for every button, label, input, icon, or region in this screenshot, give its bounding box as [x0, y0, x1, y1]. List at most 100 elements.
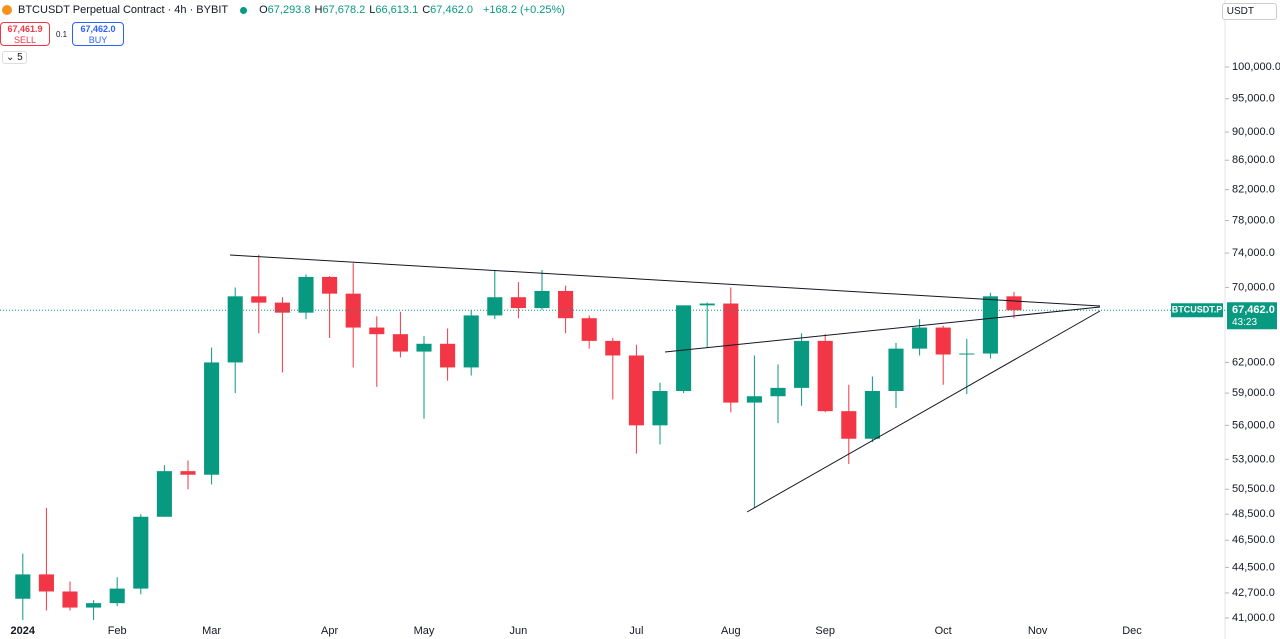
candle-body [109, 588, 125, 604]
candle-body [912, 327, 928, 349]
x-tick-label: Aug [721, 625, 741, 637]
trendline [746, 310, 1101, 513]
candle-body [1006, 296, 1022, 311]
ohlc-key: H [314, 4, 323, 16]
y-tick-label: 50,500.0 [1232, 483, 1275, 495]
candle-body [581, 318, 597, 341]
candle-body [699, 303, 715, 306]
buy-price: 67,462.0 [80, 24, 116, 34]
y-tick-label: 44,500.0 [1232, 561, 1275, 573]
trendline [664, 306, 1101, 353]
candle-body [440, 343, 456, 368]
y-tick-label: 48,500.0 [1232, 508, 1275, 520]
candle-body [723, 303, 739, 403]
candles [15, 254, 1022, 620]
status-dot [240, 6, 248, 14]
candle-body [487, 297, 503, 316]
candle-body [15, 574, 31, 599]
candle-body [770, 387, 786, 397]
y-tick-label: 78,000.0 [1232, 214, 1275, 226]
coin-icon [2, 5, 12, 15]
ohlc-key: O [259, 4, 268, 16]
countdown: 43:23 [1232, 317, 1257, 328]
candle-body [982, 296, 998, 354]
candle-body [180, 471, 196, 475]
candle-body [864, 391, 880, 439]
y-tick-label: 53,000.0 [1232, 453, 1275, 465]
x-tick-label: Oct [935, 625, 952, 637]
y-tick-label: 90,000.0 [1232, 126, 1275, 138]
candle-body [935, 327, 951, 355]
candle-body [251, 296, 267, 303]
x-tick-label: Apr [321, 625, 338, 637]
x-tick-label: 2024 [11, 625, 36, 637]
candle-body [534, 290, 550, 309]
y-tick-label: 46,500.0 [1232, 534, 1275, 546]
ohlc-key: L [369, 4, 376, 16]
candle-body [156, 471, 172, 517]
candle-body [38, 574, 54, 592]
y-tick-label: 100,000.0 [1232, 61, 1280, 73]
x-tick-label: Sep [815, 625, 835, 637]
trendline [229, 254, 1101, 307]
ohlc-key: C [422, 4, 431, 16]
indicators-toggle[interactable]: ⌄ 5 [2, 51, 27, 64]
x-tick-label: Dec [1122, 625, 1142, 637]
y-tick-label: 95,000.0 [1232, 93, 1275, 105]
candle-body [510, 297, 526, 309]
x-tick-label: Jun [510, 625, 528, 637]
header: BTCUSDT Perpetual Contract · 4h · BYBIT … [2, 4, 565, 16]
candle-body [274, 302, 290, 313]
candle-body [416, 343, 432, 352]
currency-select[interactable]: USDT [1221, 3, 1277, 20]
sell-label: SELL [13, 35, 37, 45]
y-tick-label: 74,000.0 [1232, 247, 1275, 259]
sell-button[interactable]: 67,461.9 SELL [0, 22, 50, 46]
symbol-tag [1171, 303, 1223, 318]
symbol-tag-text: BTCUSDT.P [1172, 305, 1223, 315]
candle-body [888, 348, 904, 392]
currency: USDT [1226, 6, 1254, 17]
candle-body [204, 362, 220, 475]
x-tick-label: Nov [1028, 625, 1048, 637]
candle-body [794, 340, 810, 388]
candle-body [227, 296, 243, 363]
ohlc-value: 67,462.0 [430, 4, 473, 16]
symbol[interactable]: BTCUSDT Perpetual Contract · 4h · BYBIT [18, 4, 229, 16]
candle-body [652, 391, 668, 426]
y-tick-label: 56,000.0 [1232, 419, 1275, 431]
ohlc-value: 66,613.1 [375, 4, 419, 16]
candle-body [392, 334, 408, 352]
y-tick-label: 41,000.0 [1232, 612, 1275, 624]
x-tick-label: Jul [629, 625, 643, 637]
price-tag-text: 67,462.0 [1232, 304, 1275, 316]
x-tick-label: Mar [202, 625, 221, 637]
y-tick-label: 62,000.0 [1232, 356, 1275, 368]
ohlc-value: 67,293.8 [267, 4, 311, 16]
candle-body [841, 411, 857, 439]
x-tick-label: Feb [108, 625, 127, 637]
y-tick-label: 82,000.0 [1232, 184, 1275, 196]
trendlines [229, 254, 1101, 513]
change: +168.2 (+0.25%) [483, 4, 565, 16]
candle-body [605, 340, 621, 356]
y-tick-label: 86,000.0 [1232, 154, 1275, 166]
candle-body [62, 591, 78, 608]
candle-body [817, 340, 833, 412]
candle-body [558, 290, 574, 319]
candle-body [463, 315, 479, 368]
indicator-count: 5 [17, 52, 23, 63]
candle-body [322, 276, 338, 294]
buy-button[interactable]: 67,462.0 BUY [72, 22, 124, 46]
y-tick-label: 59,000.0 [1232, 387, 1275, 399]
x-tick-label: May [414, 625, 435, 637]
candle-body [369, 327, 385, 335]
y-tick-label: 42,700.0 [1232, 587, 1275, 599]
candle-body [86, 603, 102, 608]
candle-body [133, 516, 149, 589]
candle-body [746, 396, 762, 403]
candle-body [959, 353, 975, 355]
candle-body [298, 276, 314, 313]
